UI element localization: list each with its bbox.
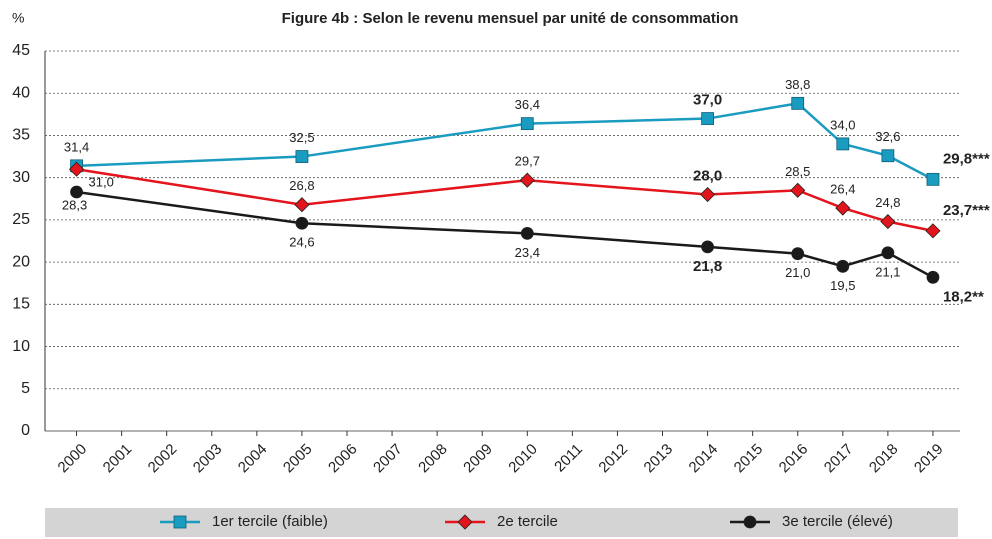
marker	[68, 161, 85, 177]
data-label: 38,8	[785, 77, 810, 92]
data-label: 24,8	[875, 195, 900, 210]
data-label: 32,6	[875, 129, 900, 144]
chart-title: Figure 4b : Selon le revenu mensuel par …	[282, 10, 739, 27]
x-tick-label: 2011	[551, 441, 586, 476]
data-label: 23,7***	[943, 202, 990, 219]
marker	[881, 246, 895, 260]
marker	[791, 247, 805, 261]
y-tick-label: 20	[12, 253, 30, 270]
x-tick-label: 2009	[460, 441, 496, 477]
x-tick-label: 2012	[595, 441, 631, 477]
x-tick-label: 2007	[370, 441, 406, 477]
marker	[790, 182, 806, 198]
marker	[881, 149, 895, 163]
y-tick-label: 25	[12, 211, 30, 228]
data-label: 36,4	[515, 97, 540, 112]
data-label: 21,8	[693, 258, 722, 275]
x-tick-label: 2018	[866, 441, 902, 477]
legend-marker	[457, 514, 473, 530]
marker	[791, 96, 805, 110]
legend-marker	[173, 515, 187, 529]
marker	[836, 259, 850, 273]
data-label: 26,8	[289, 178, 314, 193]
y-tick-label: 5	[21, 380, 30, 397]
x-tick-label: 2013	[641, 441, 677, 477]
marker	[926, 270, 940, 284]
marker	[700, 186, 716, 203]
y-tick-label: 30	[12, 169, 30, 186]
marker	[295, 216, 309, 230]
marker	[520, 117, 534, 131]
x-tick-label: 2014	[686, 441, 722, 477]
legend-marker	[743, 515, 757, 529]
marker	[70, 185, 83, 199]
x-tick-label: 2006	[325, 441, 361, 477]
x-tick-label: 2017	[821, 441, 857, 477]
x-tick-label: 2004	[235, 441, 271, 477]
data-label: 29,7	[515, 154, 540, 169]
data-label: 18,2**	[943, 288, 984, 305]
data-label: 29,8***	[943, 150, 990, 167]
x-tick-label: 2010	[505, 441, 541, 477]
y-tick-label: 10	[12, 338, 30, 355]
data-label: 19,5	[830, 278, 855, 293]
marker	[880, 214, 896, 230]
data-label: 32,5	[289, 130, 314, 145]
x-tick-label: 2002	[145, 441, 181, 477]
legend-label: 3e tercile (élevé)	[782, 513, 893, 530]
data-label: 34,0	[830, 117, 855, 132]
data-label: 23,4	[515, 245, 540, 260]
y-axis-label: %	[12, 10, 24, 26]
y-tick-label: 40	[12, 84, 30, 101]
data-label: 31,0	[89, 175, 114, 190]
marker	[836, 137, 850, 151]
data-label: 28,0	[693, 168, 722, 185]
data-label: 28,5	[785, 164, 810, 179]
marker	[701, 112, 714, 125]
marker	[294, 197, 310, 213]
marker	[520, 226, 534, 240]
marker	[925, 223, 941, 239]
x-tick-label: 2000	[55, 441, 91, 477]
y-tick-label: 45	[12, 42, 30, 59]
legend-label: 1er tercile (faible)	[212, 513, 328, 530]
x-tick-label: 2016	[776, 441, 812, 477]
data-label: 24,6	[289, 235, 314, 250]
data-label: 31,4	[64, 139, 89, 154]
marker	[295, 150, 309, 163]
y-tick-label: 35	[12, 127, 30, 144]
series-line	[76, 190, 934, 279]
marker	[519, 172, 535, 188]
data-label: 37,0	[693, 92, 722, 109]
series-line	[76, 102, 934, 181]
x-tick-label: 2003	[190, 441, 226, 477]
marker	[926, 172, 940, 186]
legend-label: 2e tercile	[497, 513, 558, 530]
series-line	[76, 167, 934, 233]
data-label: 26,4	[830, 182, 855, 197]
x-tick-label: 2008	[415, 441, 451, 477]
y-tick-label: 15	[12, 296, 30, 313]
x-tick-label: 2005	[280, 441, 316, 477]
x-tick-label: 2001	[100, 441, 136, 477]
marker	[835, 200, 851, 216]
x-tick-label: 2015	[731, 441, 767, 477]
marker	[701, 240, 714, 254]
y-tick-label: 0	[21, 422, 30, 439]
data-label: 21,0	[785, 265, 810, 280]
data-label: 28,3	[62, 197, 87, 212]
x-tick-label: 2019	[911, 441, 947, 477]
data-label: 21,1	[875, 264, 900, 279]
